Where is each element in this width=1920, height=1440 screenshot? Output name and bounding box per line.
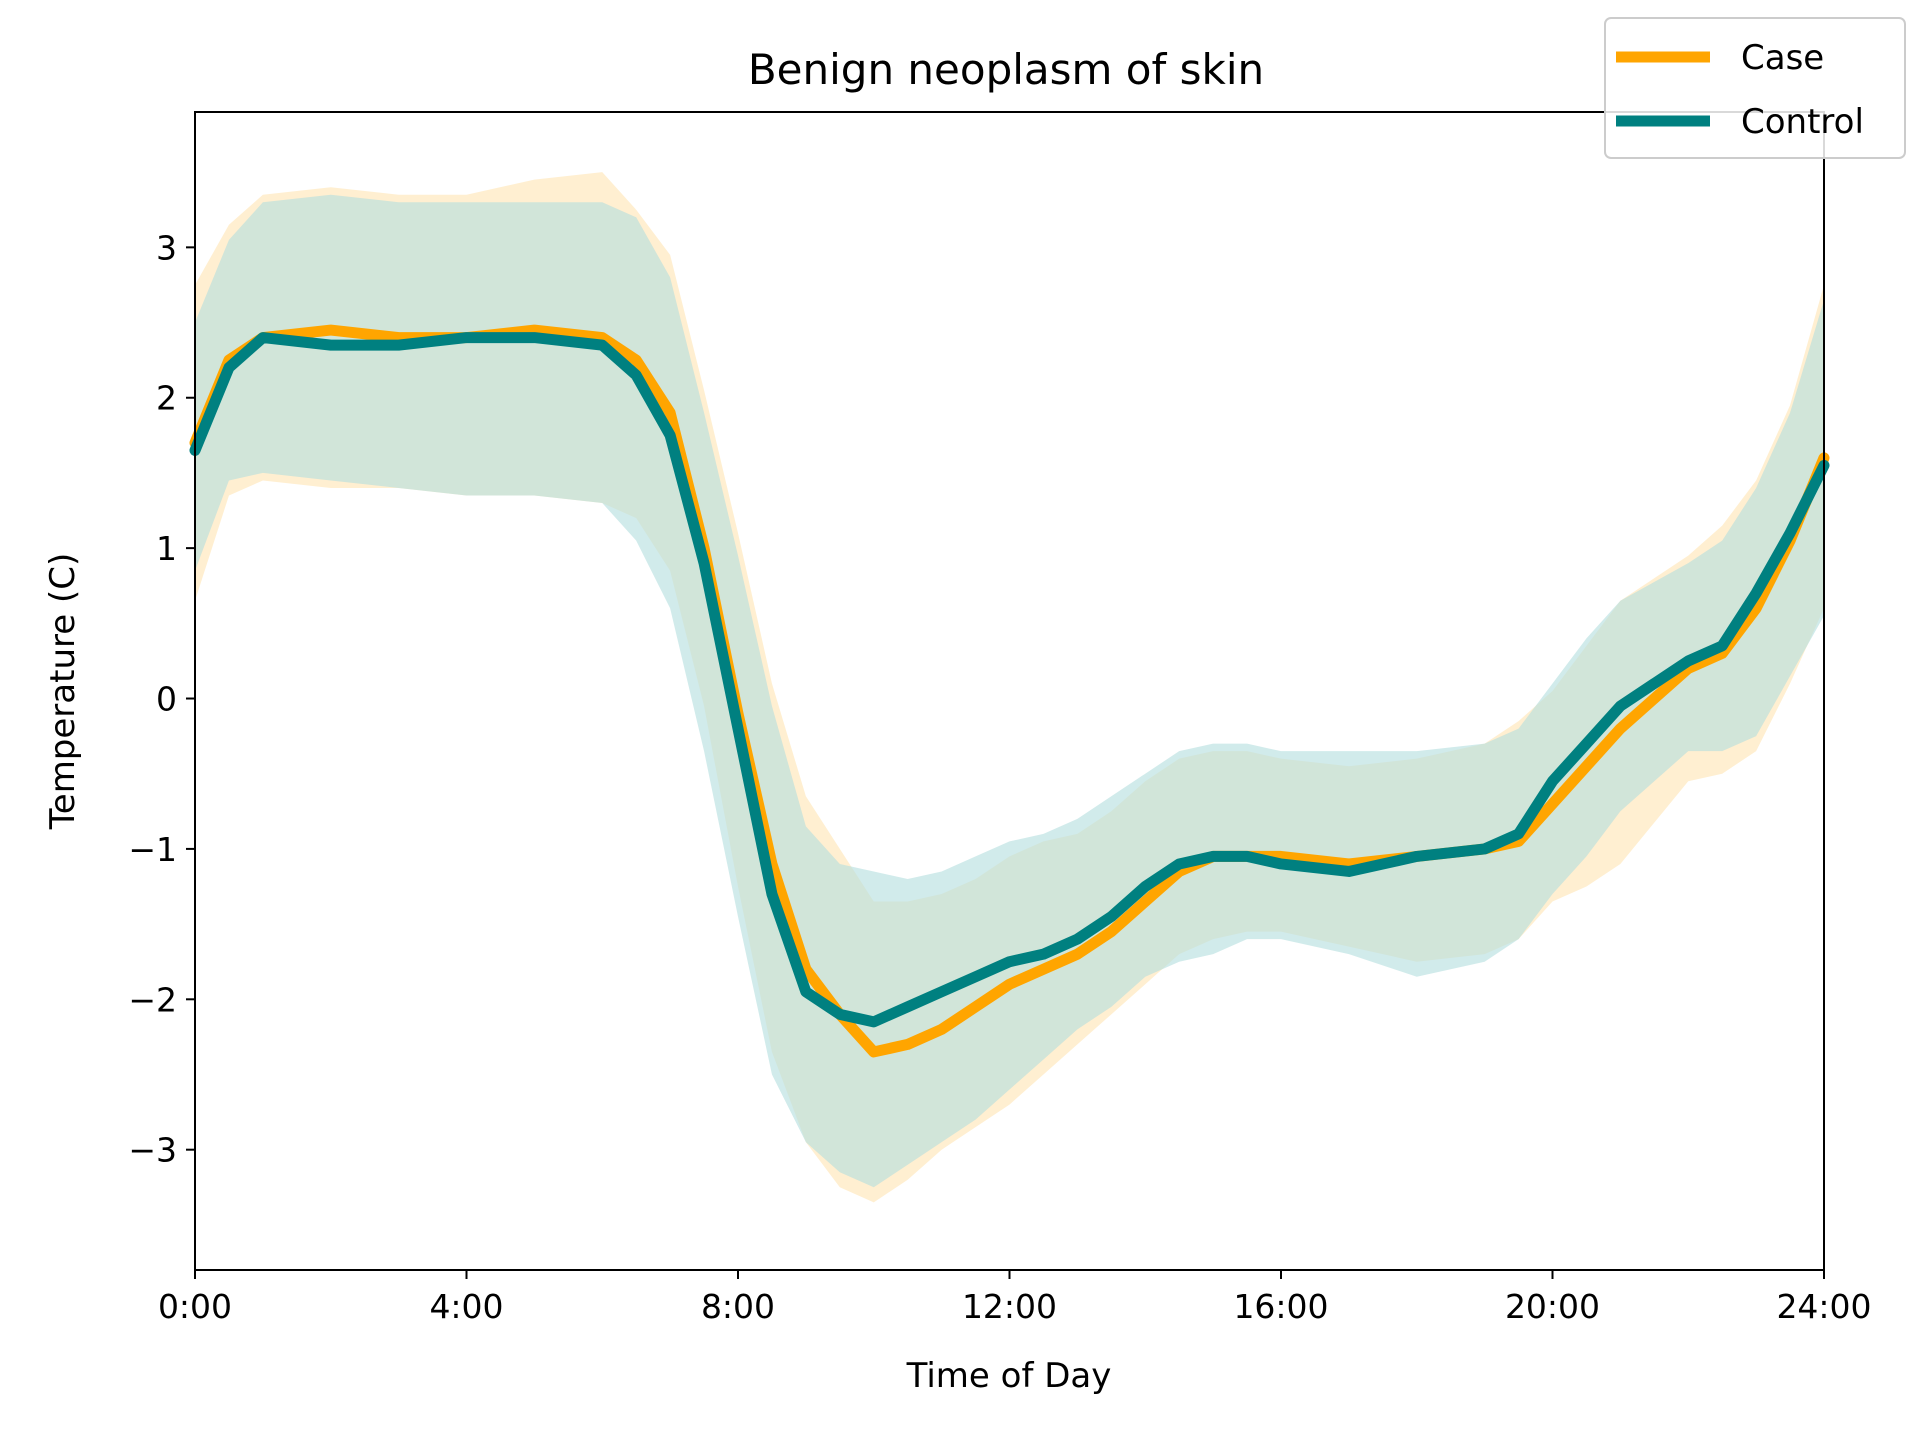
y-tick-label: 2 (156, 379, 177, 418)
y-tick-label: 3 (156, 228, 177, 267)
chart-title: Benign neoplasm of skin (748, 45, 1264, 94)
x-tick-label: 4:00 (429, 1287, 503, 1326)
legend: Case Control (1604, 17, 1906, 159)
y-axis: −3 −2 −1 0 1 2 3 (128, 228, 195, 1170)
x-tick-label: 8:00 (701, 1287, 775, 1326)
band-control (195, 194, 1824, 1188)
x-axis: 0:00 4:00 8:00 12:00 16:00 20:00 24:00 (158, 1270, 1872, 1326)
x-tick-label: 20:00 (1505, 1287, 1600, 1326)
y-tick-label: −1 (128, 830, 177, 869)
legend-label-control: Control (1741, 102, 1864, 142)
x-axis-title: Time of Day (906, 1356, 1112, 1396)
line-case (189, 324, 1830, 1058)
series-lines (189, 324, 1830, 1058)
confidence-bands (195, 172, 1824, 1203)
y-axis-title: Temperature (C) (43, 553, 83, 830)
y-tick-label: −2 (128, 980, 177, 1019)
y-tick-label: 0 (156, 680, 177, 719)
line-control (189, 332, 1830, 1028)
x-tick-label: 16:00 (1233, 1287, 1328, 1326)
x-tick-label: 0:00 (158, 1287, 232, 1326)
y-tick-label: 1 (156, 529, 177, 568)
x-tick-label: 24:00 (1776, 1287, 1871, 1326)
legend-label-case: Case (1741, 38, 1824, 78)
y-tick-label: −3 (128, 1131, 177, 1170)
x-tick-label: 12:00 (962, 1287, 1057, 1326)
